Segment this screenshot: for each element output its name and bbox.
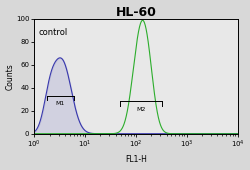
Text: control: control <box>38 28 68 37</box>
Y-axis label: Counts: Counts <box>6 63 15 90</box>
Title: HL-60: HL-60 <box>116 6 156 19</box>
Text: M1: M1 <box>56 101 65 106</box>
X-axis label: FL1-H: FL1-H <box>125 155 147 164</box>
Text: M2: M2 <box>136 107 146 112</box>
